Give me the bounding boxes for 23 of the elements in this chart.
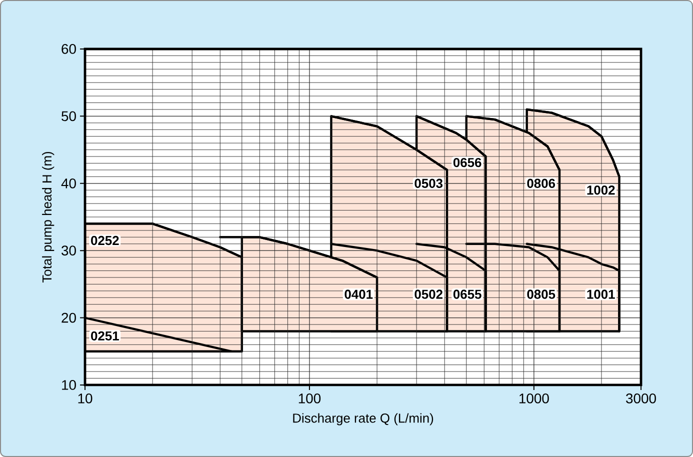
series-label: 0806 xyxy=(527,178,556,188)
series-label: 0656 xyxy=(453,158,482,168)
series-label: 0251 xyxy=(91,331,119,341)
series-label: 1001 xyxy=(587,290,615,299)
y-tick-label: 60 xyxy=(62,44,76,54)
series-label: 1002 xyxy=(587,186,615,195)
y-tick-label: 40 xyxy=(61,178,76,188)
y-axis-title: Total pump head H (m) xyxy=(42,152,54,283)
y-tick-label: 20 xyxy=(62,312,76,323)
y-tick-label: 50 xyxy=(62,111,76,122)
series-label: 0502 xyxy=(414,290,442,299)
x-tick-label: 100 xyxy=(298,393,321,404)
series-label: 0805 xyxy=(527,290,556,299)
x-axis-title: Discharge rate Q (L/min) xyxy=(293,413,434,426)
series-label: 0655 xyxy=(453,290,482,299)
series-label: 0252 xyxy=(91,236,119,246)
y-tick-label: 30 xyxy=(62,246,76,256)
series-label: 0503 xyxy=(414,178,443,188)
x-tick-label: 1000 xyxy=(519,393,549,404)
x-tick-label: 10 xyxy=(78,393,92,404)
x-tick-label: 3000 xyxy=(626,393,656,404)
series-label: 0401 xyxy=(344,290,373,299)
y-tick-label: 10 xyxy=(62,380,76,390)
